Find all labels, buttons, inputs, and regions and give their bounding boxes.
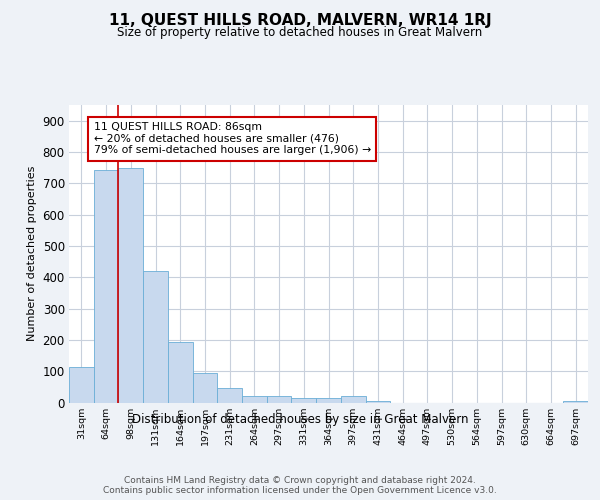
Bar xyxy=(193,373,217,402)
Bar xyxy=(341,396,365,402)
Text: Distribution of detached houses by size in Great Malvern: Distribution of detached houses by size … xyxy=(132,412,468,426)
Y-axis label: Number of detached properties: Number of detached properties xyxy=(27,166,37,342)
Bar xyxy=(316,398,341,402)
Bar xyxy=(217,388,242,402)
Text: 11 QUEST HILLS ROAD: 86sqm
← 20% of detached houses are smaller (476)
79% of sem: 11 QUEST HILLS ROAD: 86sqm ← 20% of deta… xyxy=(94,122,371,156)
Bar xyxy=(292,398,316,402)
Bar xyxy=(365,401,390,402)
Bar xyxy=(168,342,193,402)
Bar xyxy=(242,396,267,402)
Bar xyxy=(69,368,94,402)
Bar xyxy=(94,170,118,402)
Bar xyxy=(143,271,168,402)
Text: Contains HM Land Registry data © Crown copyright and database right 2024.
Contai: Contains HM Land Registry data © Crown c… xyxy=(103,476,497,496)
Text: 11, QUEST HILLS ROAD, MALVERN, WR14 1RJ: 11, QUEST HILLS ROAD, MALVERN, WR14 1RJ xyxy=(109,12,491,28)
Bar xyxy=(267,396,292,402)
Bar xyxy=(118,168,143,402)
Text: Size of property relative to detached houses in Great Malvern: Size of property relative to detached ho… xyxy=(118,26,482,39)
Bar xyxy=(563,401,588,402)
